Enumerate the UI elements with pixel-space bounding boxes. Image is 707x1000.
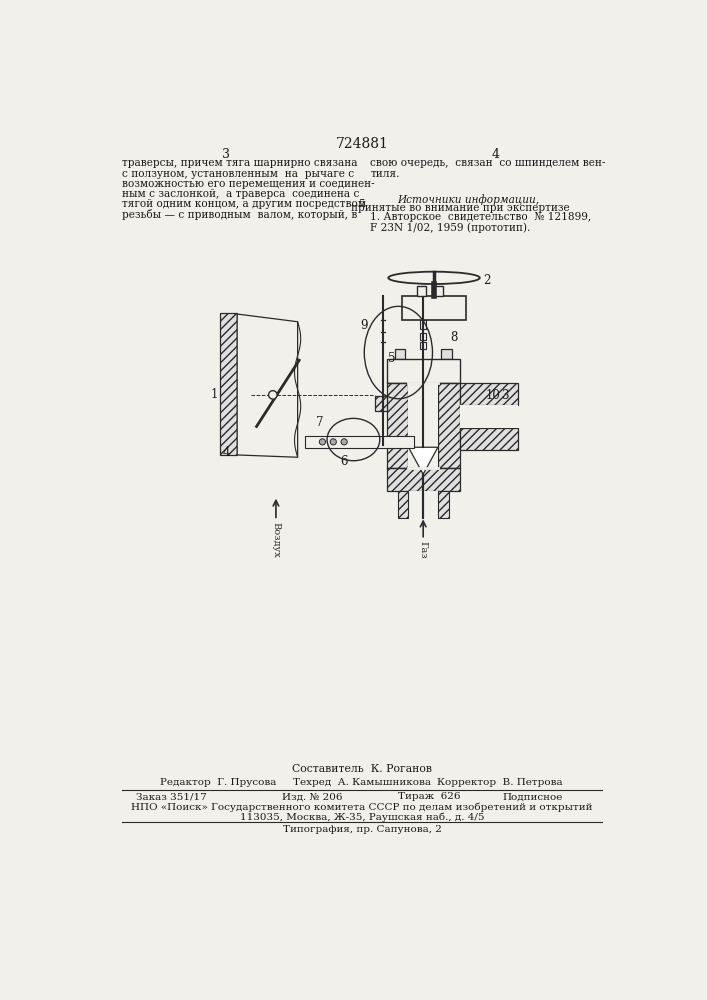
Text: свою очередь,  связан  со шпинделем вен-: свою очередь, связан со шпинделем вен- <box>370 158 606 168</box>
Bar <box>395 349 405 359</box>
Circle shape <box>269 391 277 399</box>
Bar <box>397 491 409 518</box>
Bar <box>397 491 409 518</box>
Text: резьбы — с приводным  валом, который, в: резьбы — с приводным валом, который, в <box>122 209 358 220</box>
Text: 3: 3 <box>501 389 509 402</box>
Text: Заказ 351/17: Заказ 351/17 <box>136 792 207 801</box>
Bar <box>420 320 426 329</box>
Text: 113035, Москва, Ж-35, Раушская наб., д. 4/5: 113035, Москва, Ж-35, Раушская наб., д. … <box>240 812 484 822</box>
Bar <box>420 333 426 340</box>
Text: 724881: 724881 <box>336 137 388 151</box>
Text: Изд. № 206: Изд. № 206 <box>282 792 343 801</box>
Bar <box>460 405 518 428</box>
Text: ным с заслонкой,  а траверса  соединена с: ным с заслонкой, а траверса соединена с <box>122 189 360 199</box>
Text: Воздух: Воздух <box>271 522 281 558</box>
Text: 1: 1 <box>210 388 218 401</box>
Text: 2: 2 <box>484 274 491 287</box>
Text: тягой одним концом, а другим посредством: тягой одним концом, а другим посредством <box>122 199 366 209</box>
Bar <box>409 383 438 468</box>
Bar <box>434 286 443 296</box>
Bar <box>409 491 438 518</box>
Bar <box>438 491 449 518</box>
Text: Редактор  Г. Прусова: Редактор Г. Прусова <box>160 778 276 787</box>
Bar <box>460 383 518 405</box>
Bar <box>438 383 460 468</box>
Circle shape <box>320 439 325 445</box>
Bar <box>460 428 518 450</box>
Text: НПО «Поиск» Государственного комитета СССР по делам изобретений и открытий: НПО «Поиск» Государственного комитета СС… <box>132 802 592 812</box>
Text: 5: 5 <box>388 352 396 365</box>
Text: 4: 4 <box>491 148 499 161</box>
Bar <box>420 342 426 349</box>
Bar <box>402 296 466 320</box>
Text: Корректор  В. Петрова: Корректор В. Петрова <box>437 778 563 787</box>
Text: тиля.: тиля. <box>370 169 400 179</box>
Text: Газ: Газ <box>418 541 427 559</box>
Bar <box>220 312 237 455</box>
Text: 6: 6 <box>340 455 348 468</box>
Polygon shape <box>237 314 298 457</box>
Ellipse shape <box>388 272 480 284</box>
Text: Подписное: Подписное <box>502 792 563 801</box>
Text: возможностью его перемещения и соединен-: возможностью его перемещения и соединен- <box>122 179 375 189</box>
Text: 10: 10 <box>486 389 501 402</box>
Text: 1. Авторское  свидетельство  № 121899,: 1. Авторское свидетельство № 121899, <box>370 212 592 222</box>
Bar <box>375 396 387 411</box>
Text: F 23N 1/02, 1959 (прототип).: F 23N 1/02, 1959 (прототип). <box>370 223 531 233</box>
Bar <box>387 383 409 468</box>
Bar <box>387 359 460 383</box>
Text: Источники информации,: Источники информации, <box>397 194 539 205</box>
Bar <box>441 349 452 359</box>
Circle shape <box>330 439 337 445</box>
Text: траверсы, причем тяга шарнирно связана: траверсы, причем тяга шарнирно связана <box>122 158 358 168</box>
Text: принятые во внимание при экспертизе: принятые во внимание при экспертизе <box>351 203 570 213</box>
Text: Составитель  К. Роганов: Составитель К. Роганов <box>292 764 432 774</box>
Text: 3: 3 <box>222 148 230 161</box>
Circle shape <box>341 439 347 445</box>
Polygon shape <box>409 447 438 474</box>
Text: 8: 8 <box>450 331 458 344</box>
Text: 7: 7 <box>315 416 323 429</box>
Text: Типография, пр. Сапунова, 2: Типография, пр. Сапунова, 2 <box>283 825 441 834</box>
Bar <box>417 286 426 296</box>
Bar <box>387 468 460 491</box>
Bar <box>438 491 449 518</box>
Text: 9: 9 <box>361 319 368 332</box>
Text: 5: 5 <box>358 199 365 209</box>
Text: с ползуном, установленным  на  рычаге с: с ползуном, установленным на рычаге с <box>122 169 355 179</box>
Text: Техред  А. Камышникова: Техред А. Камышникова <box>293 778 431 787</box>
Text: Тираж  626: Тираж 626 <box>398 792 461 801</box>
Bar <box>305 436 414 448</box>
Text: 4: 4 <box>223 446 230 459</box>
